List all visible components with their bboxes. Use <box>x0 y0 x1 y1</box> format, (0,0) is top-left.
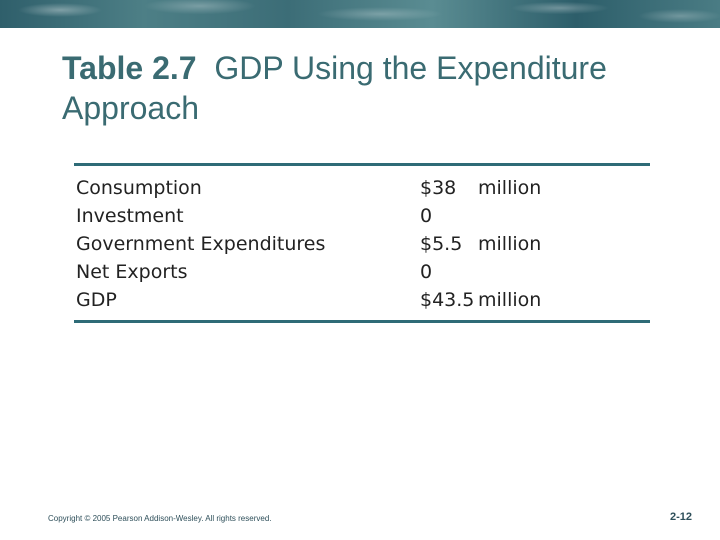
table-row-net-exports: Net Exports 0 <box>74 258 650 286</box>
slide-title: Table 2.7 GDP Using the Expenditure Appr… <box>62 48 662 128</box>
row-amount: $5.5 <box>420 233 463 255</box>
title-table-number: Table 2.7 <box>62 50 197 86</box>
row-label: GDP <box>76 289 117 311</box>
footer-page-number: 2-12 <box>669 511 692 523</box>
title-text: GDP Using the Expenditure Approach <box>62 50 607 126</box>
table-row-gdp: GDP $43.5 million <box>74 286 650 314</box>
row-label: Net Exports <box>76 261 188 283</box>
footer-copyright: Copyright © 2005 Pearson Addison-Wesley.… <box>48 514 272 523</box>
row-unit: million <box>478 233 542 255</box>
row-amount: $38 <box>420 177 457 199</box>
top-banner <box>0 0 720 28</box>
table-row-investment: Investment 0 <box>74 202 650 230</box>
row-amount: 0 <box>420 261 433 283</box>
row-amount: 0 <box>420 205 433 227</box>
row-label: Consumption <box>76 177 202 199</box>
row-unit: million <box>478 177 542 199</box>
table-row-consumption: Consumption $38 million <box>74 174 650 202</box>
row-amount: $43.5 <box>420 289 475 311</box>
table-row-government-expenditures: Government Expenditures $5.5 million <box>74 230 650 258</box>
row-label: Government Expenditures <box>76 233 326 255</box>
gdp-table: Consumption $38 million Investment 0 Gov… <box>74 163 650 323</box>
row-label: Investment <box>76 205 184 227</box>
row-unit: million <box>478 289 542 311</box>
